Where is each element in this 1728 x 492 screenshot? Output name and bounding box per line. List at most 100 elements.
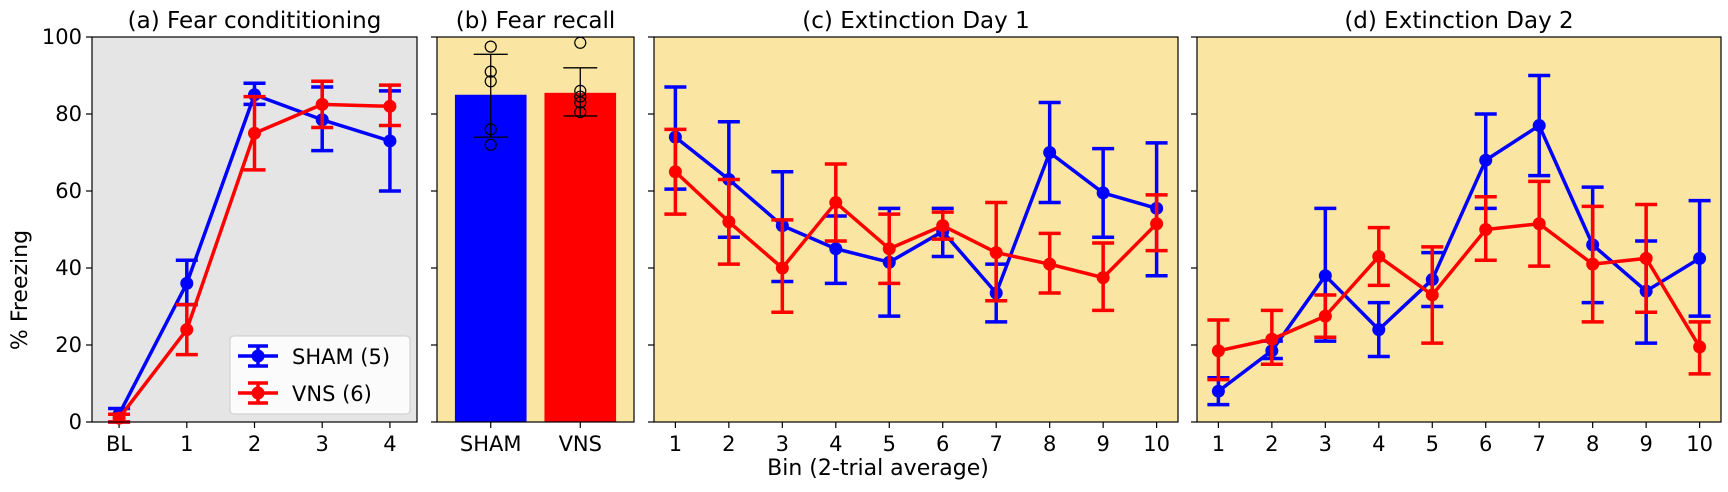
data-point — [574, 105, 587, 119]
x-tick-label: 10 — [1686, 432, 1713, 456]
y-tick-label: 20 — [55, 333, 82, 357]
data-point — [1096, 186, 1110, 200]
data-point — [574, 90, 587, 103]
data-point — [1150, 217, 1164, 231]
bar — [544, 92, 617, 422]
x-tick-label: SHAM — [460, 432, 522, 456]
x-tick-label: 4 — [1372, 432, 1385, 456]
x-tick-label: VNS — [559, 432, 602, 456]
data-point — [574, 84, 587, 98]
x-tick-label: 1 — [669, 432, 682, 456]
legend-marker — [251, 386, 265, 400]
y-tick-label: 80 — [55, 102, 82, 126]
x-axis-label: Bin (2-trial average) — [767, 456, 989, 481]
data-point — [383, 134, 397, 148]
data-point — [882, 242, 896, 256]
x-tick-label: BL — [106, 432, 132, 456]
data-point — [1318, 269, 1332, 283]
x-tick-label: 9 — [1096, 432, 1109, 456]
data-point — [989, 246, 1003, 260]
data-point — [180, 276, 194, 290]
plot-frame — [653, 36, 1179, 423]
data-point — [829, 242, 843, 256]
data-point — [1096, 271, 1110, 285]
y-axis-label: % Freezing — [8, 230, 33, 350]
panel-title: (b) Fear recall — [456, 8, 615, 34]
x-tick-label: 2 — [722, 432, 735, 456]
series-line — [1217, 123, 1701, 393]
series-sham — [108, 81, 401, 424]
data-point — [484, 138, 497, 151]
data-point — [1318, 309, 1332, 323]
bar — [454, 94, 527, 422]
data-point — [484, 123, 497, 136]
x-tick-label: 7 — [990, 432, 1003, 456]
panel-a: 0 20 40 60 80 100 BL 1 2 3 4 (a) Fear condititionin… — [42, 8, 418, 456]
data-point — [1532, 119, 1546, 133]
series-vns — [108, 79, 401, 425]
x-tick-label: 9 — [1639, 432, 1652, 456]
x-tick-label: 2 — [1265, 432, 1278, 456]
x-tick-label: 5 — [883, 432, 896, 456]
data-point — [1532, 217, 1546, 231]
series-vns — [664, 127, 1168, 315]
legend: SHAM (5) VNS (6) — [229, 335, 411, 415]
x-tick-label: 8 — [1043, 432, 1056, 456]
data-point — [1639, 251, 1653, 265]
data-point — [775, 261, 789, 275]
x-tick-label: 6 — [936, 432, 949, 456]
data-point — [1693, 251, 1707, 265]
data-point — [1425, 288, 1439, 302]
data-point — [484, 65, 497, 78]
x-tick-label: 4 — [829, 432, 842, 456]
panel-title: (c) Extinction Day 1 — [802, 8, 1029, 34]
data-point — [180, 323, 194, 337]
plot-background — [654, 37, 1178, 422]
series-line — [1218, 221, 1702, 353]
data-point — [484, 75, 497, 88]
x-tick-label: 10 — [1143, 432, 1170, 456]
y-tick-label: 60 — [55, 179, 82, 203]
y-tick-label: 0 — [69, 410, 82, 434]
x-tick-label: 8 — [1586, 432, 1599, 456]
series-line — [674, 135, 1158, 295]
data-point — [1043, 257, 1057, 271]
panels-layer: 0 20 40 60 80 100 BL 1 2 3 4 (a) Fear condititionin… — [42, 8, 1722, 456]
data-point — [248, 126, 261, 140]
plot-background — [1197, 37, 1721, 422]
data-point — [1479, 223, 1493, 236]
y-tick-label: 100 — [42, 25, 82, 49]
x-tick-label: 3 — [1319, 432, 1332, 456]
legend-label: VNS (6) — [292, 382, 372, 406]
data-point — [1693, 340, 1707, 354]
data-point — [722, 215, 736, 229]
panel-d: 1 2 3 4 5 6 7 8 9 10 (d) Extinction Day 2 — [1191, 8, 1722, 456]
data-point — [112, 411, 126, 425]
panel-title: (d) Extinction Day 2 — [1344, 8, 1573, 34]
x-tick-label: 3 — [776, 432, 789, 456]
data-point — [829, 196, 843, 210]
data-point — [1372, 249, 1386, 263]
data-point — [383, 99, 397, 113]
data-point — [1586, 257, 1600, 271]
data-point — [1043, 146, 1057, 159]
panel-c: 1 2 3 4 5 6 7 8 9 10 (c) Extinction Day 1 — [648, 8, 1179, 456]
legend-label: SHAM (5) — [292, 345, 390, 369]
x-tick-label: 7 — [1533, 432, 1546, 456]
data-point — [936, 219, 950, 233]
x-tick-label: 4 — [383, 432, 396, 456]
y-tick-label: 40 — [55, 256, 82, 280]
data-point — [1372, 323, 1386, 337]
data-point — [1211, 344, 1225, 358]
x-tick-label: 1 — [1212, 432, 1225, 456]
data-point — [1479, 153, 1493, 167]
plot-frame — [91, 36, 418, 423]
data-point — [315, 97, 329, 111]
data-point — [484, 40, 497, 53]
x-tick-label: 6 — [1479, 432, 1492, 456]
plot-frame — [1196, 36, 1722, 423]
legend-marker — [251, 349, 265, 363]
data-point — [1211, 384, 1225, 398]
data-point — [668, 165, 682, 179]
